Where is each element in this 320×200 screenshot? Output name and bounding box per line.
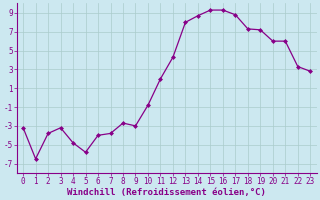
X-axis label: Windchill (Refroidissement éolien,°C): Windchill (Refroidissement éolien,°C)	[67, 188, 266, 197]
